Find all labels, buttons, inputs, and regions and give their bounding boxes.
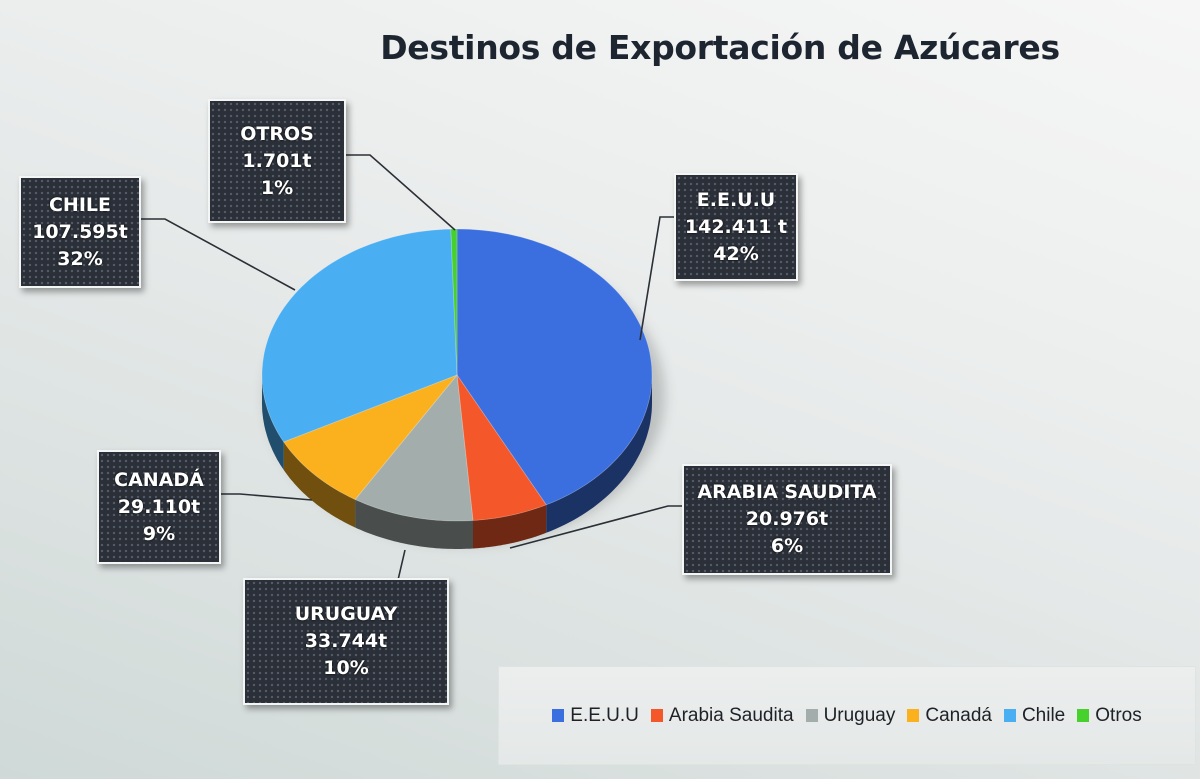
legend-swatch-icon bbox=[805, 709, 818, 722]
label-otros-value: 1.701t bbox=[242, 149, 312, 172]
legend-label: Arabia Saudita bbox=[668, 704, 794, 726]
legend-swatch-icon bbox=[552, 709, 565, 722]
pie-side-arabiasaudita bbox=[473, 504, 547, 549]
pie-slices bbox=[261, 228, 653, 522]
label-arabia-pct: 6% bbox=[770, 535, 804, 557]
legend-label: Otros bbox=[1095, 704, 1142, 726]
legend-label: Chile bbox=[1021, 704, 1066, 726]
legend-swatch-icon bbox=[907, 709, 920, 722]
label-chile-name: CHILE bbox=[48, 193, 111, 216]
legend-item-uruguay[interactable]: Uruguay bbox=[805, 704, 896, 727]
label-canada-pct: 9% bbox=[142, 522, 176, 545]
legend-item-eeuu[interactable]: E.E.U.U bbox=[552, 705, 639, 727]
label-eeuu-value: 142.411 t bbox=[684, 215, 788, 238]
legend-item-canada[interactable]: Canadá bbox=[907, 705, 992, 727]
pie-sides bbox=[262, 375, 652, 549]
leader-otros bbox=[344, 154, 456, 231]
pie-side-uruguay bbox=[355, 499, 473, 549]
label-chile: CHILE 107.595t 32% bbox=[19, 176, 141, 288]
label-uruguay-name: URUGUAY bbox=[294, 603, 398, 625]
leader-lines bbox=[140, 154, 684, 581]
label-canada: CANADÁ 29.110t 9% bbox=[97, 450, 221, 564]
label-arabia-name: ARABIA SAUDITA bbox=[697, 481, 877, 503]
leader-chile bbox=[140, 218, 296, 291]
pie-slice-eeuu[interactable] bbox=[456, 228, 653, 506]
legend-item-chile[interactable]: Chile bbox=[1003, 704, 1066, 727]
label-canada-name: CANADÁ bbox=[114, 468, 204, 491]
label-chile-value: 107.595t bbox=[32, 220, 128, 243]
chart-title: Destinos de Exportación de Azúcares bbox=[380, 28, 1060, 67]
pie-slice-chile[interactable] bbox=[261, 228, 458, 443]
legend-label: E.E.U.U bbox=[570, 704, 639, 726]
pie-side-canad bbox=[283, 441, 356, 528]
label-uruguay-pct: 10% bbox=[323, 657, 369, 679]
label-arabia-saudita: ARABIA SAUDITA 20.976t 6% bbox=[682, 464, 892, 575]
legend-swatch-icon bbox=[1003, 709, 1016, 722]
legend-item-arabia-saudita[interactable]: Arabia Saudita bbox=[650, 704, 794, 727]
label-eeuu: E.E.U.U 142.411 t 42% bbox=[674, 173, 798, 281]
legend-label: Uruguay bbox=[823, 704, 896, 726]
leader-arabia bbox=[509, 505, 684, 549]
legend-swatch-icon bbox=[650, 709, 663, 722]
pie-slice-uruguay[interactable] bbox=[354, 374, 474, 522]
label-eeuu-pct: 42% bbox=[713, 242, 759, 265]
label-arabia-value: 20.976t bbox=[745, 508, 829, 530]
leader-uruguay bbox=[397, 549, 406, 581]
pie-side-chile bbox=[262, 375, 284, 470]
label-otros: OTROS 1.701t 1% bbox=[208, 99, 346, 223]
label-eeuu-name: E.E.U.U bbox=[696, 188, 776, 211]
label-uruguay-value: 33.744t bbox=[304, 630, 388, 652]
label-uruguay: URUGUAY 33.744t 10% bbox=[243, 578, 449, 705]
chart-legend: E.E.U.U Arabia Saudita Uruguay Canadá Ch… bbox=[498, 666, 1196, 765]
legend-label: Canadá bbox=[925, 704, 992, 726]
label-otros-name: OTROS bbox=[240, 122, 314, 145]
pie-side-eeuu bbox=[546, 375, 652, 533]
label-canada-value: 29.110t bbox=[117, 495, 201, 518]
label-chile-pct: 32% bbox=[57, 247, 103, 270]
leader-eeuu bbox=[639, 216, 676, 341]
label-otros-pct: 1% bbox=[260, 176, 294, 199]
pie-slice-canad[interactable] bbox=[283, 374, 459, 500]
leader-canada bbox=[220, 493, 313, 501]
legend-item-otros[interactable]: Otros bbox=[1077, 704, 1142, 727]
legend-swatch-icon bbox=[1077, 709, 1090, 722]
pie-slice-arabiasaudita[interactable] bbox=[456, 374, 547, 521]
